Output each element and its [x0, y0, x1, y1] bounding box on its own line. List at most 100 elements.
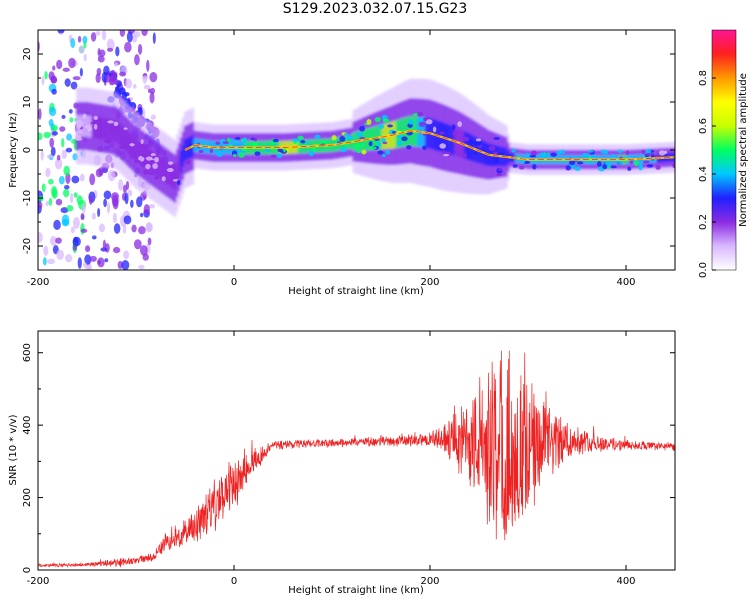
spectrogram-noise-blob: [62, 188, 70, 198]
spectrogram-noise-blob: [73, 192, 78, 198]
spectrogram-speckle: [382, 118, 390, 123]
spectrogram-speckle: [381, 137, 386, 143]
spectrogram-speckle: [629, 159, 634, 165]
spectrogram-speckle: [476, 141, 482, 146]
colorbar-ticks: 0.0 0.2 0.4 0.6 0.8: [698, 70, 716, 278]
snr-panel: -200 0 200 400 0 200 400 600 Height of straigh…: [8, 330, 676, 596]
spectrogram-noise-blob: [103, 65, 110, 76]
spectrogram-noise-blob: [119, 30, 126, 37]
spectrogram-noise-blob: [45, 167, 51, 178]
spectrogram-speckle: [361, 149, 367, 155]
spectrogram-noise-blob: [38, 132, 43, 141]
spectrogram-band-inner: [117, 121, 120, 144]
spectrogram-noise-blob: [106, 38, 115, 51]
spectrogram-speckle: [672, 162, 675, 169]
spectrogram-speckle: [525, 152, 530, 158]
spectrogram-speckle: [270, 154, 277, 158]
spectrogram-noise-blob: [49, 235, 57, 246]
spectrogram-noise-blob: [107, 170, 116, 182]
spectrogram-noise-blob: [139, 245, 148, 256]
spectrogram-noise-blob: [150, 114, 157, 120]
spectrogram-noise-blob: [103, 198, 107, 208]
spectrogram-noise-blob: [98, 166, 104, 176]
spectrogram-speckle: [222, 141, 229, 144]
snr-y-label: SNR (10 * v/v): [8, 414, 19, 485]
spectrogram-noise-blob: [77, 35, 82, 43]
spectrogram-speckle: [75, 138, 83, 141]
spectrogram-band-inner: [138, 142, 142, 164]
spectrogram-noise-blob: [84, 245, 91, 253]
snr-x-tick-label: -200: [27, 576, 50, 587]
spectrogram-speckle: [93, 123, 98, 130]
colorbar-tick-label: 0.8: [698, 70, 709, 86]
spectrogram-speckle: [152, 163, 158, 169]
spectrogram-speckle: [233, 153, 237, 157]
spectrogram-speckle: [145, 156, 153, 161]
spectrogram-noise-blob: [54, 158, 63, 170]
spectrogram-speckle: [439, 143, 447, 149]
spectrogram-speckle: [235, 136, 241, 140]
spectrogram-noise-blob: [117, 179, 124, 191]
spectrogram-noise-blob: [77, 257, 82, 269]
spectrogram-speckle: [169, 172, 177, 178]
spectrogram-noise-blob: [51, 188, 58, 200]
spectrogram-noise-blob: [88, 195, 93, 205]
spectrogram-noise-blob: [140, 212, 144, 218]
spectrogram-speckle: [142, 169, 150, 175]
spectrogram-speckle: [396, 140, 403, 146]
spectrogram-noise-blob: [52, 65, 56, 71]
spectrogram-speckle: [176, 179, 181, 186]
spectrogram-speckle: [356, 149, 362, 154]
spectrogram-speckle: [331, 135, 337, 141]
spectrogram-noise-blob: [61, 137, 65, 148]
spectrogram-speckle: [156, 149, 160, 155]
spectrogram-noise-blob: [70, 226, 75, 234]
spectrogram-speckle: [93, 115, 98, 120]
spectrogram-speckle: [577, 161, 584, 165]
spectrogram-noise-blob: [103, 190, 112, 200]
spectrogram-noise-blob: [138, 226, 146, 235]
snr-y-tick-label: 400: [22, 416, 33, 435]
spectrogram-speckle: [452, 124, 456, 130]
spectrogram-noise-blob: [102, 239, 107, 251]
spectrogram-band-inner: [119, 123, 122, 146]
spectrogram-noise-blob: [41, 183, 46, 192]
spectrogram-speckle: [432, 126, 437, 133]
spectrogram-noise-blob: [136, 196, 143, 208]
spectrogram-noise-blob: [65, 254, 73, 263]
spectrogram-speckle: [452, 131, 458, 135]
spectrogram-noise-blob: [78, 45, 85, 54]
spectrogram-speckle: [463, 136, 470, 142]
spectrogram-noise-blob: [68, 57, 76, 69]
spectrogram-speckle: [154, 156, 159, 163]
spectrogram-noise-blob: [70, 38, 76, 49]
spectrogram-speckle: [344, 132, 349, 136]
spectrogram-noise-blob: [58, 175, 65, 185]
spectrogram-speckle: [148, 172, 155, 176]
spectrogram-speckle: [215, 141, 221, 145]
spectrogram-noise-blob: [44, 71, 48, 80]
spectrogram-speckle: [119, 145, 126, 150]
colorbar-gradient: [711, 29, 737, 271]
spectrogram-speckle: [574, 166, 581, 171]
spectrogram-noise-blob: [71, 175, 80, 184]
spectrogram-noise-blob: [137, 43, 143, 55]
spectrogram-speckle: [103, 131, 108, 136]
spectrogram-speckle: [638, 164, 644, 171]
spectrogram-speckle: [76, 130, 83, 134]
spectrogram-speckle: [625, 150, 630, 155]
colorbar-tick-label: 0.0: [698, 262, 709, 278]
spectrogram-band-inner: [179, 150, 183, 173]
snr-x-tick-label: 200: [420, 576, 439, 587]
spectrogram-noise-blob: [84, 254, 92, 265]
spectrogram-speckle: [177, 166, 183, 169]
spectrogram-speckle: [356, 131, 363, 137]
spectrogram-noise-blob: [41, 75, 45, 86]
spectrogram-noise-blob: [113, 223, 121, 234]
spectrogram-x-tick-label: -200: [27, 277, 50, 288]
spectrogram-noise-blob: [68, 109, 73, 114]
snr-x-ticks: -200 0 200 400: [27, 331, 636, 587]
spectrogram-noise-blob: [70, 192, 74, 204]
spectrogram-speckle: [589, 155, 597, 159]
